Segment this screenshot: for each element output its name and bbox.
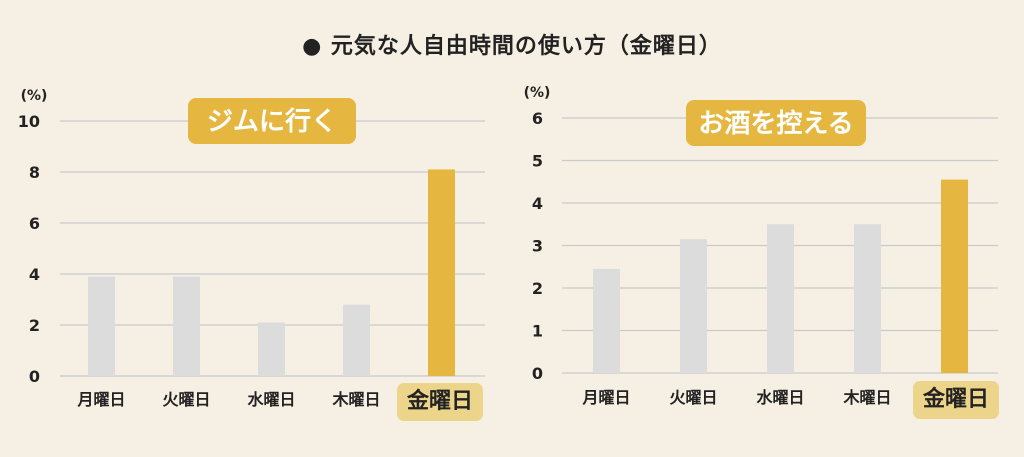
highlight-label-background <box>397 383 483 421</box>
y-tick-label: 10 <box>18 112 40 131</box>
y-tick-label: 5 <box>532 152 543 171</box>
bar <box>173 276 200 376</box>
highlight-label-background <box>913 381 999 419</box>
y-tick-label: 4 <box>29 265 40 284</box>
figure-title: ● 元気な人自由時間の使い方（金曜日） <box>302 34 722 59</box>
y-tick-label: 6 <box>29 214 40 233</box>
chart-title: お酒を控える <box>698 109 853 139</box>
bar <box>680 239 707 373</box>
x-category-label: 水曜日 <box>756 388 804 407</box>
chart-title-badge <box>188 98 356 144</box>
bar <box>854 224 881 373</box>
x-category-label: 月曜日 <box>581 388 630 407</box>
y-tick-label: 0 <box>29 367 40 386</box>
chart-title-badge <box>686 100 866 146</box>
y-tick-label: 6 <box>532 109 543 128</box>
y-tick-label: 1 <box>532 322 543 341</box>
y-tick-label: 3 <box>532 237 543 256</box>
bar <box>941 179 968 373</box>
chart-1: 0 2 4 6 8 10 (%) 月曜日 火曜日 水曜日 木曜日 金曜日 ジムに行く <box>18 88 485 421</box>
x-category-label: 金曜日 <box>922 386 989 412</box>
chart-title: ジムに行く <box>207 106 337 137</box>
x-category-label: 火曜日 <box>669 388 717 407</box>
bar <box>88 276 115 376</box>
y-unit-label: (%) <box>21 88 48 104</box>
bar <box>428 169 455 376</box>
y-tick-label: 0 <box>532 364 543 383</box>
bar <box>767 224 794 373</box>
x-category-label: 木曜日 <box>331 390 380 409</box>
x-category-label: 金曜日 <box>406 388 473 414</box>
y-unit-label: (%) <box>524 85 551 101</box>
x-category-label: 月曜日 <box>76 390 125 409</box>
chart-2: 0 1 2 3 4 5 6 (%) 月曜日 火曜日 水曜日 木曜日 金曜日 お酒を控える <box>524 85 999 419</box>
x-category-label: 木曜日 <box>842 388 891 407</box>
x-category-label: 火曜日 <box>162 390 210 409</box>
y-tick-label: 2 <box>532 279 543 298</box>
bar <box>593 268 620 373</box>
y-tick-label: 2 <box>29 316 40 335</box>
bar <box>258 322 285 376</box>
bar <box>343 304 370 376</box>
x-category-label: 水曜日 <box>247 390 295 409</box>
y-tick-label: 8 <box>29 163 40 182</box>
y-tick-label: 4 <box>532 194 543 213</box>
